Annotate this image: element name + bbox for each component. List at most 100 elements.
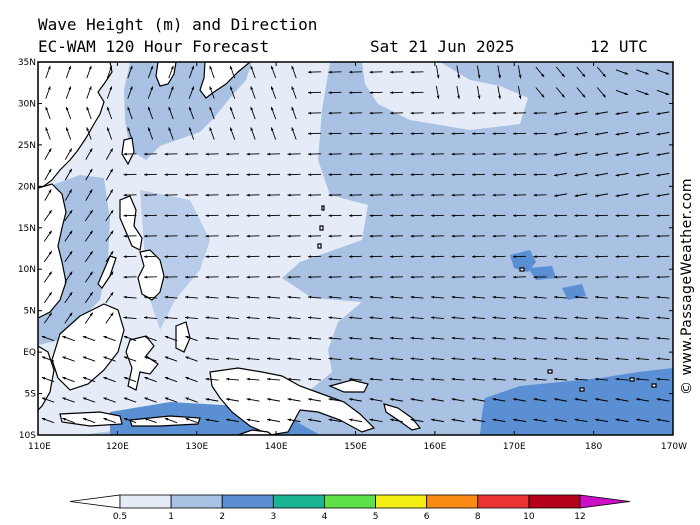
latitude-labels: 35N 30N 25N 20N 15N 10N 5N EQ 5S 10S bbox=[18, 58, 36, 441]
wave-arrow bbox=[471, 377, 486, 381]
forecast-time: 12 UTC bbox=[590, 37, 648, 56]
wave-arrow bbox=[246, 316, 260, 320]
wave-arrow bbox=[410, 418, 424, 423]
wave-arrow bbox=[615, 69, 629, 75]
borneo bbox=[51, 303, 125, 391]
wave-arrow bbox=[512, 377, 527, 381]
lon-tick-label: 170W bbox=[661, 442, 687, 452]
wave-arrow bbox=[127, 65, 133, 79]
legend-high-arrow bbox=[579, 494, 631, 509]
wave-arrow bbox=[435, 65, 440, 79]
wave-height-legend: 0.5 1 2 3 4 5 6 8 10 12 bbox=[69, 494, 631, 522]
legend-swatch bbox=[221, 494, 274, 509]
wave-arrow bbox=[291, 106, 297, 120]
wave-arrow bbox=[105, 312, 114, 324]
wave-arrow bbox=[636, 398, 649, 402]
wave-arrow bbox=[123, 356, 137, 362]
wave-arrow bbox=[533, 295, 547, 299]
wave-arrow bbox=[553, 295, 568, 299]
java bbox=[59, 411, 123, 427]
wave-arrow bbox=[184, 295, 199, 299]
wave-arrow bbox=[229, 127, 236, 140]
wave-arrow bbox=[65, 65, 72, 79]
wave-arrow bbox=[44, 148, 52, 160]
wave-arrow bbox=[64, 230, 73, 242]
wave-arrow bbox=[576, 87, 586, 98]
wave-arrow bbox=[226, 398, 239, 402]
wave-arrow bbox=[389, 295, 404, 299]
wave-band-2-3m-patch1 bbox=[510, 250, 536, 272]
wave-arrow bbox=[456, 65, 460, 79]
wave-arrow bbox=[492, 295, 506, 299]
wave-arrow bbox=[287, 398, 301, 402]
wave-arrow bbox=[64, 250, 73, 263]
lon-tick-label: 140E bbox=[265, 442, 288, 452]
wave-arrow bbox=[103, 335, 116, 342]
wave-arrow bbox=[270, 127, 277, 140]
wave-arrow bbox=[554, 418, 567, 423]
wave-arrow bbox=[86, 65, 92, 79]
wave-arrow bbox=[225, 295, 240, 299]
wave-arrow bbox=[45, 106, 51, 120]
wave-arrow bbox=[62, 376, 75, 383]
palawan bbox=[97, 255, 117, 289]
wave-arrow bbox=[270, 86, 277, 99]
lon-tick-label: 170E bbox=[503, 442, 526, 452]
wave-arrow bbox=[574, 111, 588, 115]
wave-arrow bbox=[287, 418, 301, 423]
wave-arrow bbox=[205, 316, 219, 320]
wave-arrow bbox=[86, 106, 92, 120]
legend-label: 3 bbox=[270, 512, 276, 522]
wave-arrow bbox=[574, 398, 588, 402]
mindanao bbox=[137, 249, 165, 301]
wave-arrow bbox=[615, 111, 629, 115]
wave-arrow bbox=[266, 316, 281, 320]
wave-arrow bbox=[85, 168, 93, 181]
wave-arrow bbox=[574, 152, 588, 156]
wave-arrow bbox=[656, 418, 670, 423]
wave-arrow bbox=[471, 336, 486, 340]
wave-arrow bbox=[82, 335, 96, 342]
wave-arrow bbox=[308, 418, 321, 423]
wave-band-0.5-1m-north bbox=[362, 62, 528, 130]
wave-arrow bbox=[517, 86, 522, 99]
wave-arrow bbox=[127, 127, 133, 140]
wave-arrow bbox=[147, 86, 154, 99]
wave-arrow bbox=[246, 336, 260, 340]
lat-tick-label: 30N bbox=[18, 99, 36, 109]
legend-label: 0.5 bbox=[113, 512, 127, 522]
wave-arrow bbox=[410, 398, 424, 402]
wave-arrow bbox=[164, 417, 178, 424]
wave-band-2-3m-patch3 bbox=[562, 284, 586, 300]
wave-arrow bbox=[127, 86, 133, 99]
wave-arrow bbox=[64, 291, 73, 304]
forecast-date: Sat 21 Jun 2025 bbox=[370, 37, 515, 56]
wave-arrow bbox=[615, 89, 629, 96]
wave-arrow bbox=[168, 106, 174, 120]
lon-tick-label: 150E bbox=[344, 442, 367, 452]
wave-arrow bbox=[291, 65, 297, 79]
wave-arrow bbox=[513, 398, 526, 402]
new-guinea bbox=[209, 367, 376, 435]
wave-band-2-3m-southeast bbox=[480, 368, 673, 435]
wave-arrow bbox=[123, 295, 137, 299]
wave-arrow bbox=[451, 357, 465, 361]
wave-arrow bbox=[43, 271, 53, 283]
wave-arrow bbox=[574, 172, 588, 177]
wave-arrow bbox=[348, 295, 363, 299]
wave-arrow bbox=[595, 172, 608, 177]
lon-tick-label: 160E bbox=[423, 442, 446, 452]
wave-arrow bbox=[492, 336, 506, 340]
wave-arrow bbox=[144, 397, 157, 403]
wave-arrow bbox=[636, 193, 649, 197]
wave-arrow bbox=[64, 312, 73, 324]
legend-label: 5 bbox=[373, 512, 379, 522]
wave-arrow bbox=[64, 271, 73, 283]
wave-arrow bbox=[328, 295, 342, 299]
wave-arrow bbox=[594, 316, 609, 320]
wave-arrow bbox=[636, 152, 649, 156]
wave-arrow bbox=[164, 316, 178, 320]
wave-arrow bbox=[225, 357, 240, 361]
wave-arrow bbox=[636, 418, 649, 423]
